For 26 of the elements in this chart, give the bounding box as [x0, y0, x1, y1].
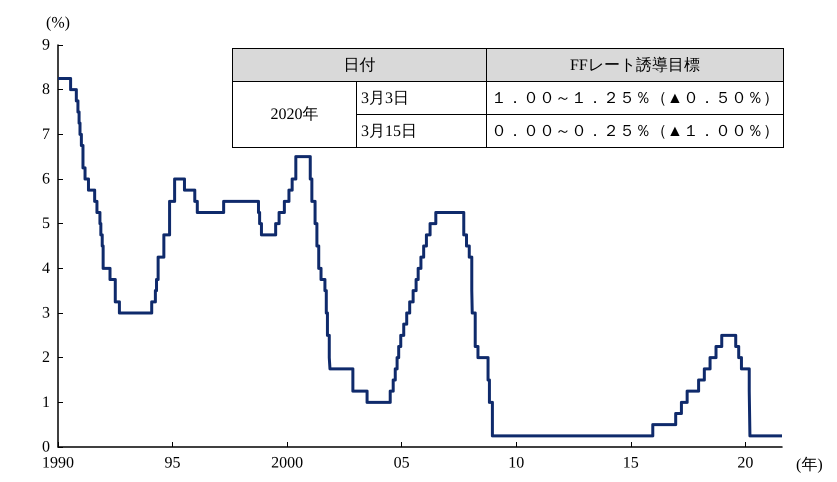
y-tick-label: 9	[42, 36, 50, 54]
y-tick-label: 0	[42, 438, 50, 456]
annotation: 2020年	[232, 82, 356, 148]
y-tick-label: 3	[42, 304, 50, 322]
y-tick-label: 1	[42, 394, 50, 411]
x-tick-label: 2000	[271, 454, 304, 472]
x-axis-title: (年)	[796, 456, 823, 474]
y-tick-label: 2	[42, 349, 50, 366]
annotation: 3月3日	[356, 82, 486, 114]
annotation: ０．００～０．２５％（▲１．００％）	[486, 114, 784, 148]
x-tick-label: 1990	[42, 454, 74, 472]
x-tick-label: 05	[394, 454, 410, 472]
y-tick-label: 5	[42, 215, 50, 232]
y-axis-title: (%)	[46, 14, 70, 32]
annotation: １．００～１．２５％（▲０．５０％）	[486, 82, 784, 114]
y-tick-label: 4	[42, 260, 50, 277]
y-tick-label: 6	[42, 170, 50, 188]
x-tick-label: 20	[737, 454, 754, 472]
annotation: FFレート誘導目標	[486, 48, 784, 82]
annotation: 日付	[232, 48, 486, 82]
y-tick-label: 7	[42, 126, 50, 143]
x-tick-label: 15	[622, 454, 639, 472]
x-tick-label: 10	[508, 454, 524, 472]
y-tick-label: 8	[42, 81, 50, 98]
annotation: 3月15日	[356, 114, 486, 148]
x-tick-label: 95	[164, 454, 181, 472]
